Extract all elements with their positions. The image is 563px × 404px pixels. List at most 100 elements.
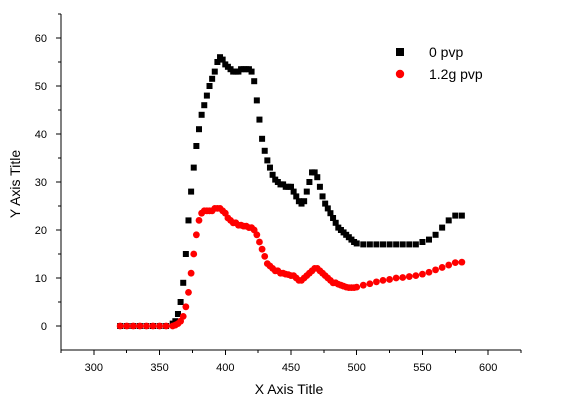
data-point: [327, 210, 334, 217]
data-point: [180, 279, 187, 286]
data-point: [360, 241, 367, 248]
x-tick-label: 550: [413, 362, 431, 374]
data-point: [190, 164, 197, 171]
data-point: [432, 266, 439, 274]
data-point: [185, 289, 192, 296]
data-point: [261, 253, 269, 260]
data-point: [162, 322, 170, 330]
data-point: [419, 239, 426, 245]
data-point: [439, 224, 446, 231]
y-tick-label: 20: [35, 225, 47, 237]
data-point: [190, 250, 198, 258]
data-point: [179, 313, 187, 320]
data-point: [264, 157, 271, 164]
series-2: [116, 205, 466, 330]
x-tick-label: 350: [150, 362, 168, 374]
data-point: [209, 75, 216, 82]
legend: 0 pvp 1.2g pvp: [395, 44, 483, 82]
data-point: [399, 274, 407, 281]
data-point: [314, 174, 321, 181]
data-point: [290, 188, 297, 195]
data-point: [214, 59, 221, 65]
y-tick-label: 60: [35, 33, 47, 45]
data-point: [330, 215, 337, 221]
legend-item: 0 pvp: [396, 44, 463, 60]
data-point: [193, 143, 200, 149]
x-tick-label: 400: [216, 362, 234, 374]
data-point: [251, 78, 258, 85]
data-point: [123, 322, 131, 330]
data-point: [195, 217, 203, 224]
y-tick-label: 10: [35, 273, 47, 285]
data-point: [211, 68, 218, 75]
y-tick-label: 40: [35, 129, 47, 141]
x-tick-label: 600: [479, 362, 497, 374]
data-point: [301, 198, 308, 205]
data-point: [445, 217, 452, 224]
data-point: [379, 277, 387, 284]
data-point: [185, 217, 192, 224]
data-point: [426, 236, 432, 243]
data-point: [353, 240, 360, 247]
data-point: [266, 164, 273, 171]
data-point: [172, 318, 179, 325]
data-point: [156, 322, 163, 330]
data-point: [380, 241, 386, 248]
legend-item: 1.2g pvp: [395, 66, 483, 82]
y-tick-label: 50: [35, 81, 47, 93]
data-point: [458, 258, 466, 266]
data-point: [206, 83, 213, 89]
data-point: [253, 97, 260, 104]
data-point: [425, 268, 433, 276]
data-point: [373, 278, 380, 286]
data-point: [332, 219, 339, 226]
data-point: [136, 322, 144, 330]
data-point: [412, 241, 419, 248]
data-point: [129, 322, 137, 330]
x-tick-label: 500: [348, 362, 366, 374]
data-point: [353, 283, 361, 291]
data-point: [319, 193, 326, 200]
data-point: [399, 241, 406, 248]
data-point: [432, 231, 439, 238]
data-point: [386, 241, 393, 248]
legend-label: 1.2g pvp: [429, 66, 483, 82]
data-point: [196, 126, 202, 133]
data-point: [253, 231, 261, 239]
data-point: [256, 116, 263, 123]
data-point: [386, 276, 393, 283]
data-point: [261, 147, 268, 154]
data-point: [182, 303, 190, 311]
data-point: [248, 68, 255, 75]
data-point: [366, 280, 374, 288]
data-point: [198, 111, 205, 118]
x-axis-title: X Axis Title: [255, 381, 324, 397]
data-point: [458, 212, 465, 219]
legend-marker: [395, 69, 405, 79]
data-point: [256, 238, 263, 246]
data-point: [406, 241, 413, 248]
axes: 300 350 400 450 500 550 600 0 10 20 30 40 50 60: [35, 13, 522, 374]
data-point: [187, 269, 195, 277]
data-point: [293, 193, 300, 200]
x-tick-label: 300: [85, 362, 103, 374]
series-1: [117, 54, 465, 329]
data-point: [452, 212, 459, 219]
data-point: [188, 188, 195, 195]
data-point: [258, 245, 266, 253]
data-point: [303, 188, 310, 195]
y-axis-title: Y Axis Title: [7, 150, 23, 218]
data-point: [143, 322, 150, 330]
data-point: [324, 205, 331, 212]
data-point: [445, 261, 453, 269]
data-point: [177, 299, 184, 305]
data-point: [219, 56, 226, 63]
data-point: [306, 179, 313, 185]
data-point: [316, 183, 323, 190]
y-tick-label: 30: [35, 177, 47, 189]
data-point: [359, 281, 367, 289]
data-point: [438, 264, 446, 271]
data-point: [149, 322, 157, 330]
